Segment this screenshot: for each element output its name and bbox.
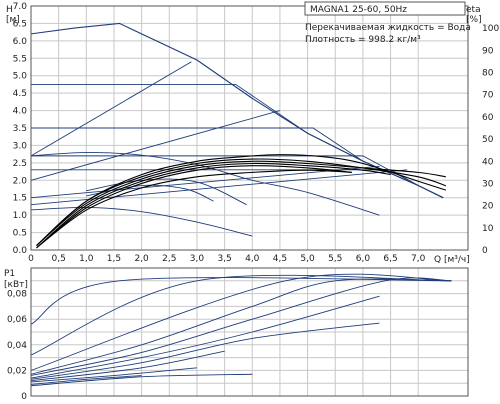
y-tick-label-2: 1.0 [13, 211, 28, 221]
density-label: Плотность = 998.2 кг/м³ [305, 35, 421, 45]
y-tick-label-11: 5.5 [13, 54, 27, 64]
x-tick-label-10: 5,0 [300, 254, 315, 264]
x-tick-label-2: 1,0 [79, 254, 94, 264]
y-tick-label-5: 2.5 [13, 159, 27, 169]
head-curve-10 [30, 151, 380, 216]
x-tick-label-14: 7,0 [411, 254, 426, 264]
power-chart-grid [30, 268, 468, 396]
model-label: MAGNA1 25-60, 50Hz [310, 5, 407, 15]
y-tick-label-1: 0.5 [13, 229, 27, 239]
x-tick-label-5: 2,5 [162, 254, 176, 264]
power-curve-2 [30, 273, 452, 371]
x-tick-label-4: 2,0 [134, 254, 149, 264]
fluid-label: Перекачиваемая жидкость = Вода [305, 23, 471, 33]
x-tick-label-11: 5,5 [328, 254, 342, 264]
x-tick-label-7: 3,5 [217, 254, 231, 264]
y-tick-label-7: 3.5 [13, 124, 27, 134]
head-curve-4 [31, 169, 444, 199]
power-curve-7 [30, 350, 225, 382]
y2-tick-label-5: 50 [482, 135, 494, 145]
y-tick-label-8: 4.0 [13, 107, 28, 117]
head-curves [30, 22, 444, 237]
x-tick-label-6: 3,0 [190, 254, 205, 264]
y-axis-label-power: P1 [кВт] [4, 269, 28, 290]
power-plot-frame [30, 267, 469, 397]
power-y-tick-label-2: 0,04 [7, 341, 27, 351]
x-tick-label-9: 4,5 [273, 254, 287, 264]
y-tick-label-3: 1.5 [13, 194, 27, 204]
power-curve-10 [30, 373, 253, 387]
y-tick-label-6: 3.0 [13, 141, 28, 151]
power-y-tick-label-3: 0,06 [7, 315, 27, 325]
y2-tick-label-8: 80 [482, 69, 494, 79]
y2-axis-label: eta [%] [466, 5, 482, 25]
head-curve-7 [30, 165, 380, 199]
y-tick-label-9: 4.5 [13, 89, 27, 99]
power-y-tick-label-4: 0,08 [7, 290, 27, 300]
power-y-tick-label-0: 0 [21, 392, 27, 400]
y2-tick-label-0: 0 [482, 246, 488, 256]
y2-tick-label-3: 30 [482, 179, 494, 189]
efficiency-curve-0 [36, 154, 447, 246]
head-curve-9 [30, 207, 253, 237]
power-curve-8 [30, 367, 197, 383]
y2-tick-label-1: 10 [482, 224, 494, 234]
y2-tick-label-7: 70 [482, 91, 494, 101]
x-tick-label-0: 0 [28, 254, 34, 264]
power-curve-0 [30, 277, 452, 325]
efficiency-curve-3 [36, 162, 391, 249]
y2-tick-label-6: 60 [482, 113, 494, 123]
x-tick-label-3: 1,5 [107, 254, 121, 264]
x-tick-label-8: 4,0 [245, 254, 260, 264]
efficiency-curves [36, 154, 447, 249]
y2-tick-label-4: 40 [482, 157, 494, 167]
power-curve-6 [30, 322, 380, 380]
power-y-tick-label-1: 0,02 [7, 366, 27, 376]
model-box [304, 1, 466, 16]
x-tick-label-1: 0,5 [51, 254, 65, 264]
head-chart-axes: 0 0,5 1,0 1,5 2,0 2,5 3,0 3,5 4,0 4,5 5,0 5,5 6,0 6,5… [13, 2, 500, 264]
power-curve-3 [30, 278, 452, 375]
x-tick-label-12: 6,0 [356, 254, 371, 264]
power-chart-axes: 0 0,02 0,04 0,06 0,08 [7, 267, 469, 402]
x-tick-label-13: 6,5 [383, 254, 397, 264]
y-tick-label-10: 5.0 [13, 72, 28, 82]
y-tick-label-4: 2.0 [13, 176, 28, 186]
head-plot-frame [30, 5, 469, 251]
y2-tick-label-9: 90 [482, 46, 494, 56]
efficiency-curve-2 [36, 160, 446, 246]
power-curve-5 [30, 295, 380, 379]
head-curve-6 [30, 110, 281, 181]
power-curve-9 [30, 375, 142, 385]
y2-tick-label-10: 100 [482, 24, 499, 34]
y2-tick-label-2: 20 [482, 202, 494, 212]
efficiency-curve-1 [36, 158, 447, 246]
y-axis-label-head-1: H [м] [6, 5, 20, 25]
y-tick-label-12: 6.0 [13, 37, 28, 47]
x-axis-label: Q [м³/ч] [434, 255, 470, 265]
head-curve-5 [30, 61, 192, 157]
efficiency-curve-4 [36, 165, 352, 249]
power-curves [30, 273, 452, 387]
y-tick-label-13: 6.5 [13, 19, 27, 29]
power-curve-1 [30, 274, 452, 356]
efficiency-curve-5 [36, 169, 352, 249]
y-tick-label-14: 7.0 [13, 2, 28, 12]
power-curve-4 [30, 277, 452, 376]
y-tick-label-0: 0.0 [13, 246, 28, 256]
head-curve-11 [86, 178, 247, 206]
